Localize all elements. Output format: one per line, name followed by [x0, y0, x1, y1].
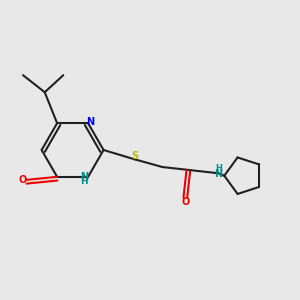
Text: H: H: [215, 164, 222, 173]
Text: N: N: [81, 172, 89, 182]
Text: N: N: [86, 117, 94, 127]
Text: O: O: [18, 175, 26, 185]
Text: H: H: [81, 177, 88, 186]
Text: N: N: [214, 169, 222, 178]
Text: O: O: [182, 197, 190, 207]
Text: S: S: [132, 151, 139, 161]
